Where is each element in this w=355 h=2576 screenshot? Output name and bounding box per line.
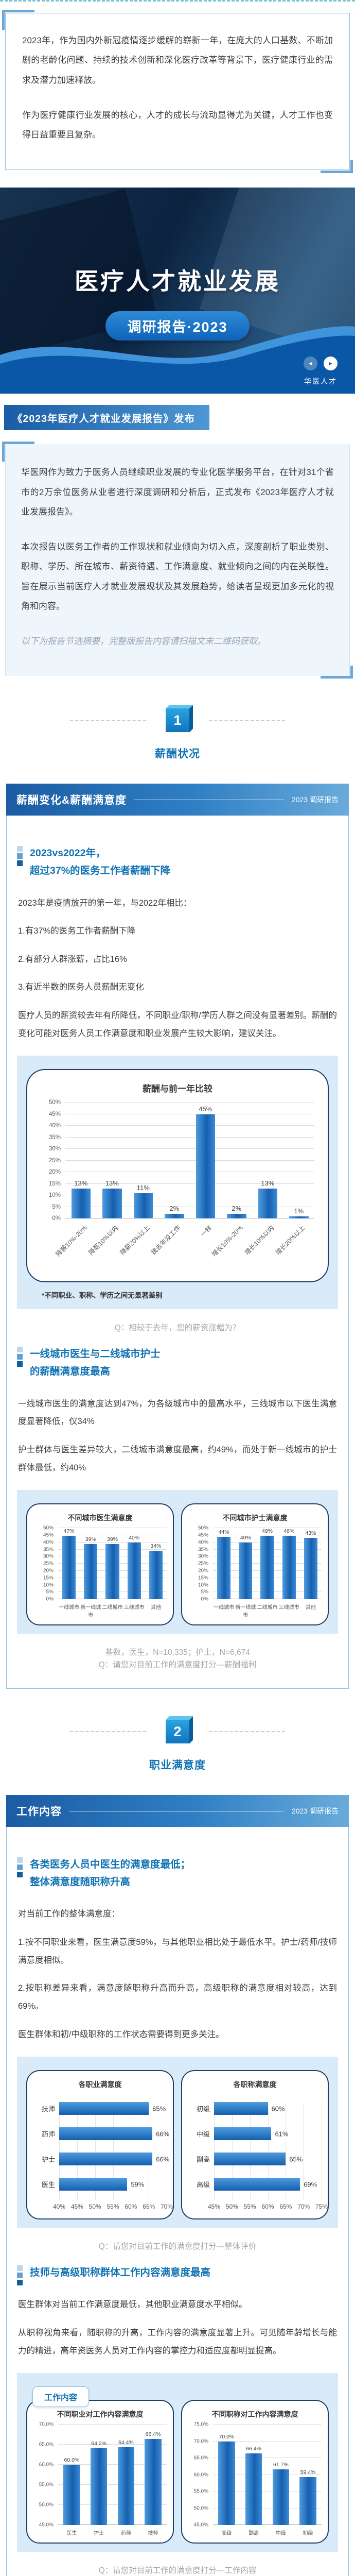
chart-footnote: *不同职业、职称、学历之间无显著差别 [42, 1292, 163, 1300]
heading-line: 的薪酬满意度最高 [30, 1366, 111, 1378]
salary-change-chart: 薪酬与前一年比较 0% 5% 10% 15% 20% 25% 30% 35% 40% 45% 50% 1… [26, 1069, 329, 1283]
brand-label: 华医人才 [304, 377, 337, 386]
heading-line: 技师与高级职称群体工作内容满意度最高 [30, 2267, 211, 2279]
heading-block: 技师与高级职称群体工作内容满意度最高 [17, 2264, 338, 2286]
intro-box: 2023年，作为国内外新冠疫情逐步缓解的崭新一年，在庞大的人口基数、不断加剧的老… [2, 10, 353, 174]
section-number-cube-icon: 2 [166, 1720, 189, 1744]
paragraph: 2023年是疫情放开的第一年，与2022年相比： [18, 898, 192, 908]
question-caption: Q：请您对目前工作的满意度打分—工作内容 [98, 2566, 257, 2575]
square-bullet-icon [17, 1872, 23, 1878]
corner-accent [321, 160, 353, 174]
section-marker-1: 1 [0, 708, 355, 733]
square-bullet-icon [17, 860, 23, 867]
summary-paragraph: 本次报告以医务工作者的工作现状和就业倾向为切入点，深度剖析了职业类别、职称、学历… [21, 542, 334, 611]
next-button[interactable]: ► [324, 357, 338, 371]
doctor-city-chart: 不同城市医生满意度 0% 5% 10% 15% 20% 25% 30% 35% 40% 45% 50%… [26, 1503, 174, 1626]
panel-tag: 工作内容 [32, 2386, 90, 2408]
corner-accent [2, 10, 34, 30]
publish-bar: 《2023年医疗人才就业发展报告》发布 [4, 405, 209, 431]
corner-accent [321, 666, 353, 679]
square-bullet-icon [17, 2273, 23, 2279]
section-title: 职业满意度 [149, 1759, 206, 1772]
paragraph: 2.按职称差异来看，满意度随职称升高而升高，高级职称的满意度相对较高，达到69%… [18, 1984, 337, 2011]
heading-line: 各类医务人员中医生的满意度最低； [30, 1859, 191, 1871]
heading-block: 各类医务人员中医生的满意度最低； 整体满意度随职称升高 [17, 1856, 338, 1891]
square-bullet-icon [17, 1361, 23, 1367]
heading-line: 一线城市医生与二线城市护士 [30, 1348, 161, 1360]
hero-banner: 医疗人才就业发展 调研报告·2023 ◄ ► 华医人才 [0, 188, 355, 394]
paragraph: 护士群体与医生差异较大，二线城市满意度最高，约49%，而处于新一线城市的护士群体… [18, 1445, 337, 1472]
paragraph: 2.有部分人群涨薪，占比16% [18, 954, 127, 964]
hero-nav: ◄ ► 华医人才 [304, 357, 338, 386]
summary-paragraph: 华医网作为致力于医务人员继续职业发展的专业化医学服务平台，在针对31个省市的2万… [21, 467, 334, 517]
dash-line [70, 1731, 146, 1733]
report-tag: 2023 调研报告 [291, 795, 339, 804]
next-arrow-icon: ► [328, 360, 333, 367]
dash-line [209, 1731, 285, 1733]
square-bullet-icon [17, 1865, 23, 1871]
hero-title: 医疗人才就业发展 [75, 268, 280, 295]
paragraph: 3.有近半数的医务人员薪酬无变化 [18, 982, 144, 992]
square-bullet-icon [17, 846, 23, 852]
paragraph: 医生群体对当前工作满意度最低，其他职业满意度水平相似。 [18, 2300, 247, 2310]
work-content-card: 工作内容 2023 调研报告 各类医务人员中医生的满意度最低； 整体满意度随职称… [6, 1795, 349, 2576]
paragraph: 医疗人员的薪资较去年有所降低，不同职业/职称/学历人群之间没有显著差别。薪酬的变… [18, 1011, 337, 1038]
intro-paragraph: 作为医疗健康行业发展的核心，人才的成长与流动显得尤为关键，人才工作也变得日益重要… [22, 110, 333, 140]
intro-paragraph: 2023年，作为国内外新冠疫情逐步缓解的崭新一年，在庞大的人口基数、不断加剧的老… [22, 36, 333, 85]
question-caption: Q：请您对目前工作的满意度打分—薪酬福利 [98, 1660, 257, 1670]
paragraph: 一线城市医生的满意度达到47%，为各级城市中的最高水平，三线城市以下医生满意度显… [18, 1399, 337, 1427]
heading-line: 超过37%的医务工作者薪酬下降 [30, 865, 171, 877]
dash-line [70, 720, 146, 721]
dash-line [209, 720, 285, 721]
chart-panel: 不同城市医生满意度 0% 5% 10% 15% 20% 25% 30% 35% 40% 45% 50%… [17, 1490, 338, 1634]
wave-decoration [0, 326, 355, 394]
hero-badge: 调研报告·2023 [105, 311, 250, 341]
question-caption: Q：相较于去年，您的薪资涨幅为？ [114, 1324, 241, 1333]
card-header-title: 工作内容 [16, 1806, 62, 1818]
nurse-city-chart: 不同城市护士满意度 0% 5% 10% 15% 20% 25% 30% 35% 40% 45% 50%… [181, 1503, 329, 1626]
chart-panel: 薪酬与前一年比较 0% 5% 10% 15% 20% 25% 30% 35% 40% 45% 50% 1… [17, 1056, 338, 1310]
square-bullet-icon [17, 2265, 23, 2272]
section-marker-2: 2 [0, 1720, 355, 1744]
corner-accent [2, 442, 34, 462]
chart-panel: 工作内容 不同职业对工作内容满意度 45.0% 50.0% 55.0% 60.0% 65.… [17, 2373, 338, 2552]
paragraph: 医生群体和初/中级职称的工作状态需要得到更多关注。 [18, 2029, 224, 2039]
content-by-title-chart: 不同职称对工作内容满意度 45.0% 50.0% 55.0% 60.0% 65.0% 70.… [181, 2400, 329, 2544]
section-title: 薪酬状况 [155, 748, 200, 760]
paragraph: 对当前工作的整体满意度： [18, 1909, 120, 1919]
heading-block: 2023vs2022年， 超过37%的医务工作者薪酬下降 [17, 844, 338, 879]
section-number-cube-icon: 1 [166, 708, 189, 733]
paragraph: 1.按不同职业来看，医生满意度59%，与其他职业相比处于最低水平。护士/药师/技… [18, 1938, 337, 1965]
content-by-occupation-chart: 不同职业对工作内容满意度 45.0% 50.0% 55.0% 60.0% 65.0% 70.… [26, 2400, 174, 2544]
summary-note: 以下为报告节选摘要，完整版报告内容请扫描文末二维码获取。 [21, 636, 266, 646]
card-body: 2023vs2022年， 超过37%的医务工作者薪酬下降 2023年是疫情放开的… [6, 816, 349, 1689]
card-header: 薪酬变化&薪酬满意度 2023 调研报告 [6, 784, 349, 816]
card-body: 各类医务人员中医生的满意度最低； 整体满意度随职称升高 对当前工作的整体满意度：… [6, 1827, 349, 2576]
prev-arrow-icon: ◄ [308, 360, 313, 367]
heading-block: 一线城市医生与二线城市护士 的薪酬满意度最高 [17, 1345, 338, 1380]
prev-button[interactable]: ◄ [304, 357, 317, 371]
square-bullet-icon [17, 1857, 23, 1863]
title-satisfaction-chart: 各职称满意度 初级 60% 中级 61% 副高 65% 高级 69% 45% 50% 55% 60% 65… [181, 2070, 329, 2220]
card-header-title: 薪酬变化&薪酬满意度 [16, 794, 127, 807]
summary-box: 华医网作为致力于医务人员继续职业发展的专业化医学服务平台，在针对31个省市的2万… [2, 442, 353, 679]
chart-panel: 各职业满意度 技师 65% 药师 66% 护士 66% 医生 59% 40% 45% 50% 55% 60… [17, 2057, 338, 2228]
square-bullet-icon [17, 2280, 23, 2286]
base-caption: 基数，医生，N=10,335；护士，N=6,674 [105, 1648, 250, 1657]
report-tag: 2023 调研报告 [291, 1807, 339, 1816]
question-caption: Q：请您对目前工作的满意度打分—整体评价 [98, 2242, 257, 2251]
card-header: 工作内容 2023 调研报告 [6, 1795, 349, 1827]
occupation-satisfaction-chart: 各职业满意度 技师 65% 药师 66% 护士 66% 医生 59% 40% 45% 50% 55% 60… [26, 2070, 174, 2220]
square-bullet-icon [17, 1347, 23, 1353]
square-bullet-icon [17, 853, 23, 859]
heading-line: 2023vs2022年， [30, 848, 106, 859]
paragraph: 1.有37%的医务工作者薪酬下降 [18, 926, 136, 936]
heading-line: 整体满意度随职称升高 [30, 1876, 131, 1888]
salary-card: 薪酬变化&薪酬满意度 2023 调研报告 2023vs2022年， 超过37%的… [6, 784, 349, 1689]
square-bullet-icon [17, 1354, 23, 1360]
paragraph: 从职称视角来看，随职称的升高，工作内容的满意度显著上升。可见随年龄增长与能力的精… [18, 2328, 337, 2355]
